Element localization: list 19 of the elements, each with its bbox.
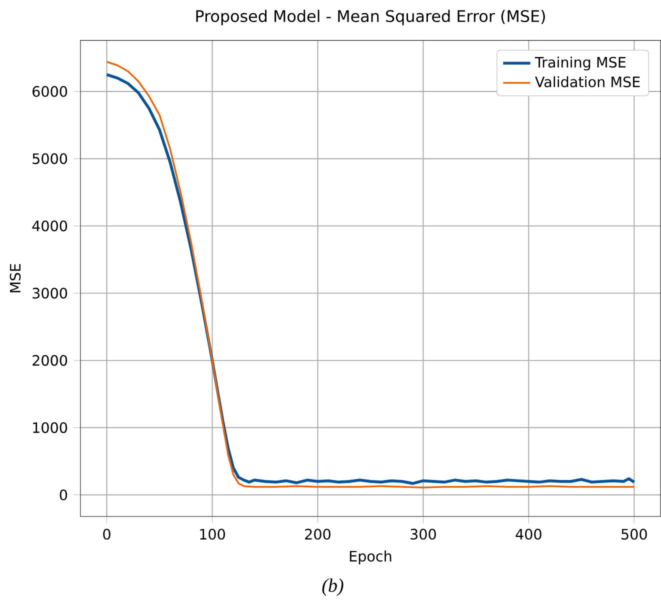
y-tick-label: 4000	[32, 220, 68, 232]
x-tick-label: 0	[103, 528, 110, 540]
text: (b)	[322, 578, 344, 596]
x-tick-label: 100	[200, 528, 225, 540]
y-tick-label: 5000	[32, 153, 68, 164]
x-tick-label: 300	[410, 528, 436, 540]
y-tick-label: 6000	[32, 86, 68, 97]
y-tick-label: 3000	[32, 288, 68, 299]
y-tick-label: 0	[60, 489, 68, 500]
y-tick-label: 2000	[32, 354, 68, 366]
chart-title: Proposed Model - Mean Squared Error (MSE)	[196, 10, 545, 26]
x-tick-label: 200	[305, 528, 330, 540]
y-axis-title: MSE	[10, 264, 21, 292]
y-tick-label: 1000	[33, 422, 68, 433]
x-tick-label: 500	[622, 528, 647, 540]
x-axis-title: Epoch	[350, 550, 392, 564]
legend-label: Training MSE	[534, 56, 626, 70]
x-tick-label: 400	[516, 528, 542, 540]
legend-label: Validation MSE	[535, 76, 640, 88]
